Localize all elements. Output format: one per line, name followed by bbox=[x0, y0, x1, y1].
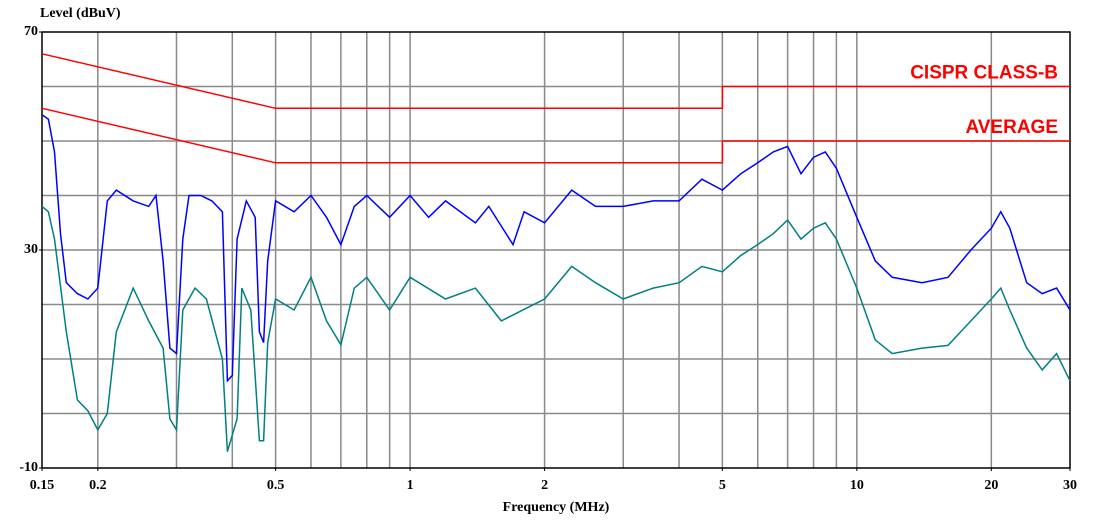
plot-frame bbox=[41, 31, 1071, 469]
x-tick-label: 5 bbox=[719, 478, 726, 493]
x-tick-label: 20 bbox=[984, 478, 998, 493]
y-tick-label: 30 bbox=[24, 242, 38, 257]
series-line bbox=[41, 205, 1071, 452]
y-tick-label: 70 bbox=[24, 24, 38, 39]
x-tick-label: 0.15 bbox=[30, 478, 55, 493]
x-tick-label: 30 bbox=[1063, 478, 1077, 493]
x-tick-label: 0.5 bbox=[267, 478, 285, 493]
limit-label: AVERAGE bbox=[965, 117, 1058, 138]
series-line bbox=[41, 107, 1070, 164]
y-tick-label: -10 bbox=[19, 460, 38, 475]
limit-label: CISPR CLASS-B bbox=[910, 63, 1058, 84]
y-axis-label: Level (dBuV) bbox=[40, 6, 121, 21]
series-line bbox=[41, 53, 1070, 110]
x-tick-label: 2 bbox=[541, 478, 548, 493]
x-tick-label: 10 bbox=[850, 478, 864, 493]
series-line bbox=[41, 114, 1071, 383]
x-axis-label: Frequency (MHz) bbox=[503, 500, 610, 515]
x-tick-label: 0.2 bbox=[89, 478, 107, 493]
x-tick-label: 1 bbox=[407, 478, 414, 493]
